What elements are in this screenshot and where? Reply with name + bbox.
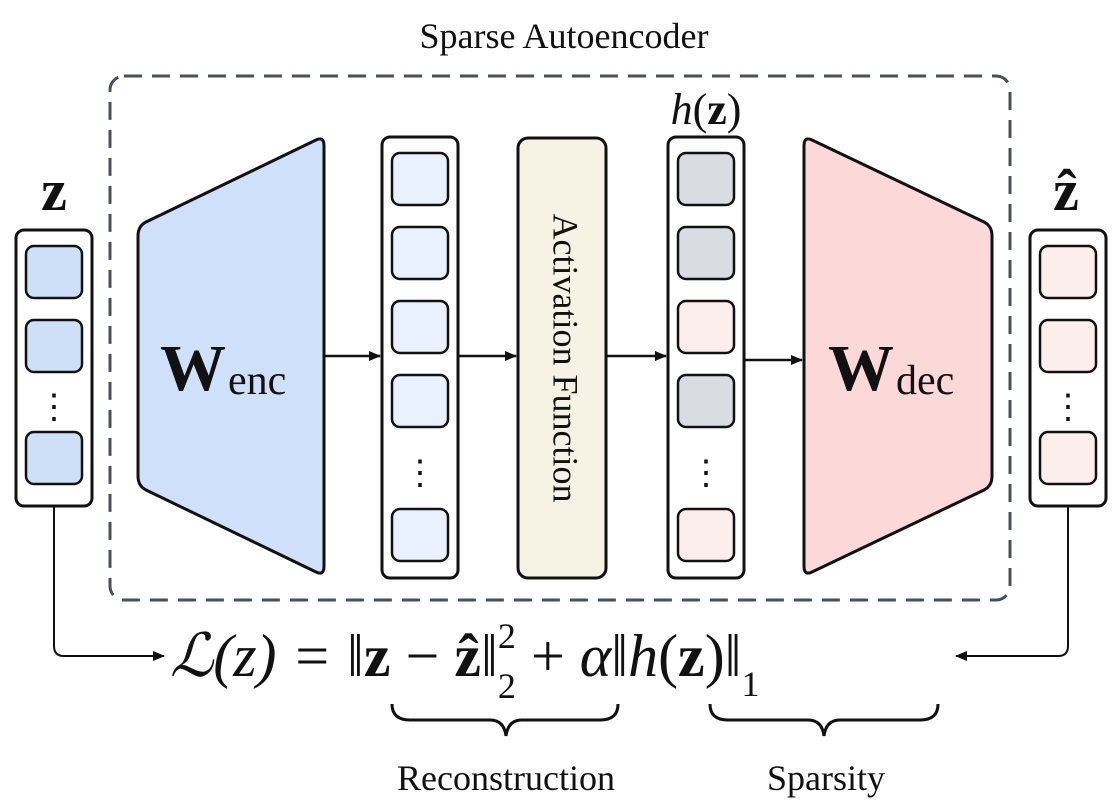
latent-cell [390,507,450,563]
input-label: z [41,158,67,223]
output-ellipsis: ⋮ [1051,389,1085,426]
latent-ellipsis: ⋮ [403,455,437,492]
loss-equation: ℒ(z) = ‖z − ẑ‖2 2 + α‖h(z)‖1 [170,616,760,706]
hidden-cell-inactive [676,225,736,281]
encoder-label: Wenc [160,332,286,405]
output-label: ẑ [1053,158,1079,223]
hidden-cell-inactive [676,373,736,429]
diagram-title: Sparse Autoencoder [420,16,709,56]
arrow-output-to-loss [955,506,1069,661]
hidden-vector: ⋮ [666,135,746,580]
latent-cell [390,373,450,429]
activation-block: Activation Function [516,136,608,580]
activation-label: Activation Function [546,214,586,503]
decoder-label: Wdec [828,332,954,405]
latent-cell [390,225,450,281]
hidden-cell-active [676,507,736,563]
reconstruction-brace [390,703,620,737]
input-cell [24,244,84,300]
sparsity-brace [708,703,940,737]
hidden-cell-inactive [676,151,736,207]
input-vector: ⋮ [14,228,94,508]
output-cell [1038,430,1098,486]
encoder-block: Wenc [136,137,326,575]
hidden-cell-active [676,299,736,355]
latent-cell [390,299,450,355]
input-ellipsis: ⋮ [37,389,71,426]
input-cell [24,430,84,486]
sparsity-label: Sparsity [767,758,885,798]
input-cell [24,318,84,374]
autoencoder-boundary [108,74,1012,602]
output-vector: ⋮ [1028,228,1108,508]
latent-cell [390,151,450,207]
hidden-ellipsis: ⋮ [689,455,723,492]
output-cell [1038,318,1098,374]
latent-vector: ⋮ [380,135,460,580]
arrow-input-to-loss [53,506,165,661]
hidden-label: h(z) [671,85,742,134]
output-cell [1038,244,1098,300]
decoder-block: Wdec [802,137,994,575]
reconstruction-label: Reconstruction [397,758,615,798]
